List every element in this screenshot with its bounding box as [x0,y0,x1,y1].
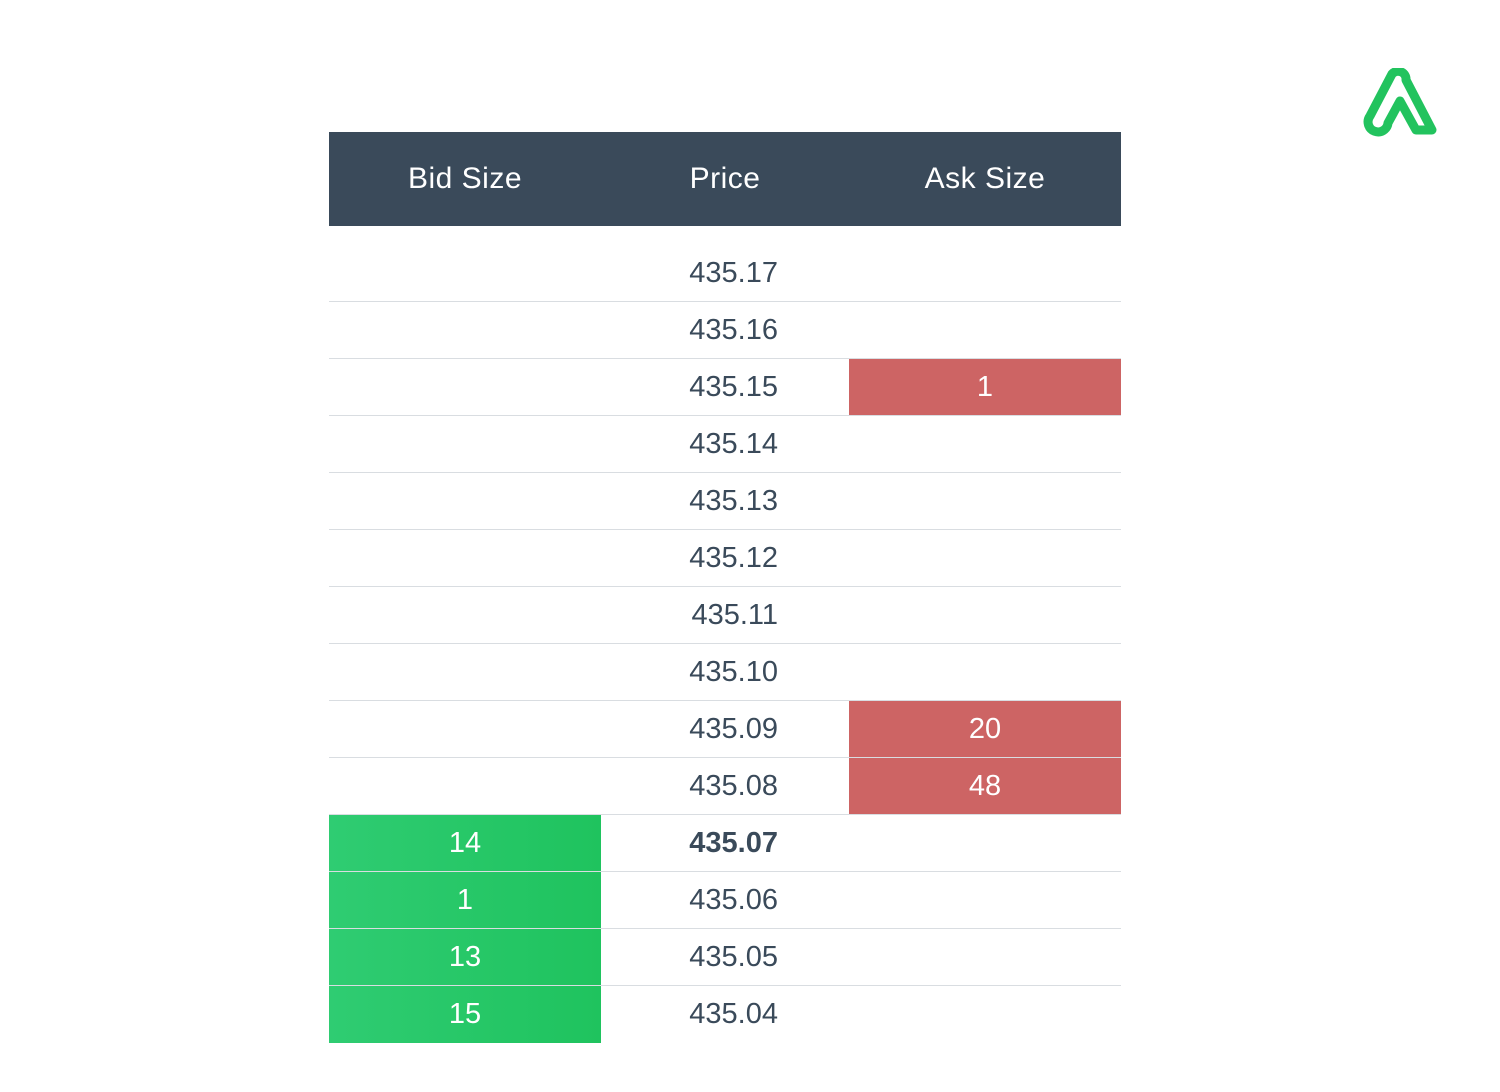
price-value: 435.08 [689,769,778,802]
price-value: 435.06 [689,883,778,916]
ask-size-cell [849,815,1121,871]
bid-size-cell [329,302,601,358]
table-row: 435.15 1 [329,359,1121,416]
table-row: 435.16 [329,302,1121,359]
table-row: 435.09 20 [329,701,1121,758]
price-cell: 435.04 [601,986,849,1043]
price-cell: 435.11 [601,587,849,643]
table-row: 1 435.06 [329,872,1121,929]
column-header-bid-size: Bid Size [407,162,523,195]
price-value: 435.15 [689,370,778,403]
bid-size-cell [329,530,601,586]
price-value: 435.16 [689,313,778,346]
price-value: 435.05 [689,940,778,973]
price-cell: 435.16 [601,302,849,358]
ask-size-cell [849,587,1121,643]
column-header-price: Price [689,162,761,195]
bid-size-cell [329,701,601,757]
price-cell: 435.08 [601,758,849,814]
bid-size-cell [329,359,601,415]
price-value: 435.11 [691,598,778,631]
price-cell: 435.17 [601,245,849,301]
price-cell: 435.12 [601,530,849,586]
table-header: Bid Size Price Ask Size [329,132,1121,226]
order-book-rows: 435.17 435.16 435.15 1 435.14 435.13 435.12 435… [329,245,1121,1043]
bid-size-cell: 15 [329,986,601,1043]
price-cell: 435.09 [601,701,849,757]
price-value: 435.04 [689,998,778,1030]
bid-size-cell [329,245,601,301]
price-cell: 435.05 [601,929,849,985]
table-row: 14 435.07 [329,815,1121,872]
table-row: 435.08 48 [329,758,1121,815]
bid-size-cell [329,644,601,700]
bid-size-cell [329,587,601,643]
price-cell: 435.07 [601,815,849,871]
ask-size-cell [849,644,1121,700]
price-value: 435.12 [689,541,778,574]
price-cell: 435.13 [601,473,849,529]
table-row: 435.14 [329,416,1121,473]
table-row: 435.12 [329,530,1121,587]
price-value: 435.10 [689,655,778,688]
ask-size-cell [849,872,1121,928]
ask-size-cell [849,929,1121,985]
table-row: 435.11 [329,587,1121,644]
order-book-table: Bid Size Price Ask Size 435.17 435.16 435.… [329,132,1121,1043]
price-value: 435.14 [689,427,778,460]
bid-size-cell [329,416,601,472]
ask-size-cell [849,416,1121,472]
ask-size-cell [849,530,1121,586]
ask-size-cell [849,473,1121,529]
price-cell: 435.15 [601,359,849,415]
ask-size-cell [849,245,1121,301]
column-header-ask-size: Ask Size [924,162,1046,195]
ask-size-cell [849,986,1121,1043]
price-value: 435.17 [689,256,778,289]
ask-size-cell: 20 [849,701,1121,757]
bid-size-cell: 14 [329,815,601,871]
table-row: 13 435.05 [329,929,1121,986]
ask-size-cell [849,302,1121,358]
bid-size-cell: 13 [329,929,601,985]
bid-size-cell: 1 [329,872,601,928]
ask-size-cell: 48 [849,758,1121,814]
bid-size-cell [329,758,601,814]
table-row: 15 435.04 [329,986,1121,1043]
ask-size-cell: 1 [849,359,1121,415]
price-value: 435.09 [689,712,778,745]
price-value: 435.07 [689,826,778,859]
price-cell: 435.10 [601,644,849,700]
table-row: 435.13 [329,473,1121,530]
price-cell: 435.06 [601,872,849,928]
table-row: 435.17 [329,245,1121,302]
price-value: 435.13 [689,484,778,517]
price-cell: 435.14 [601,416,849,472]
table-row: 435.10 [329,644,1121,701]
bid-size-cell [329,473,601,529]
brand-logo-icon [1363,68,1437,137]
